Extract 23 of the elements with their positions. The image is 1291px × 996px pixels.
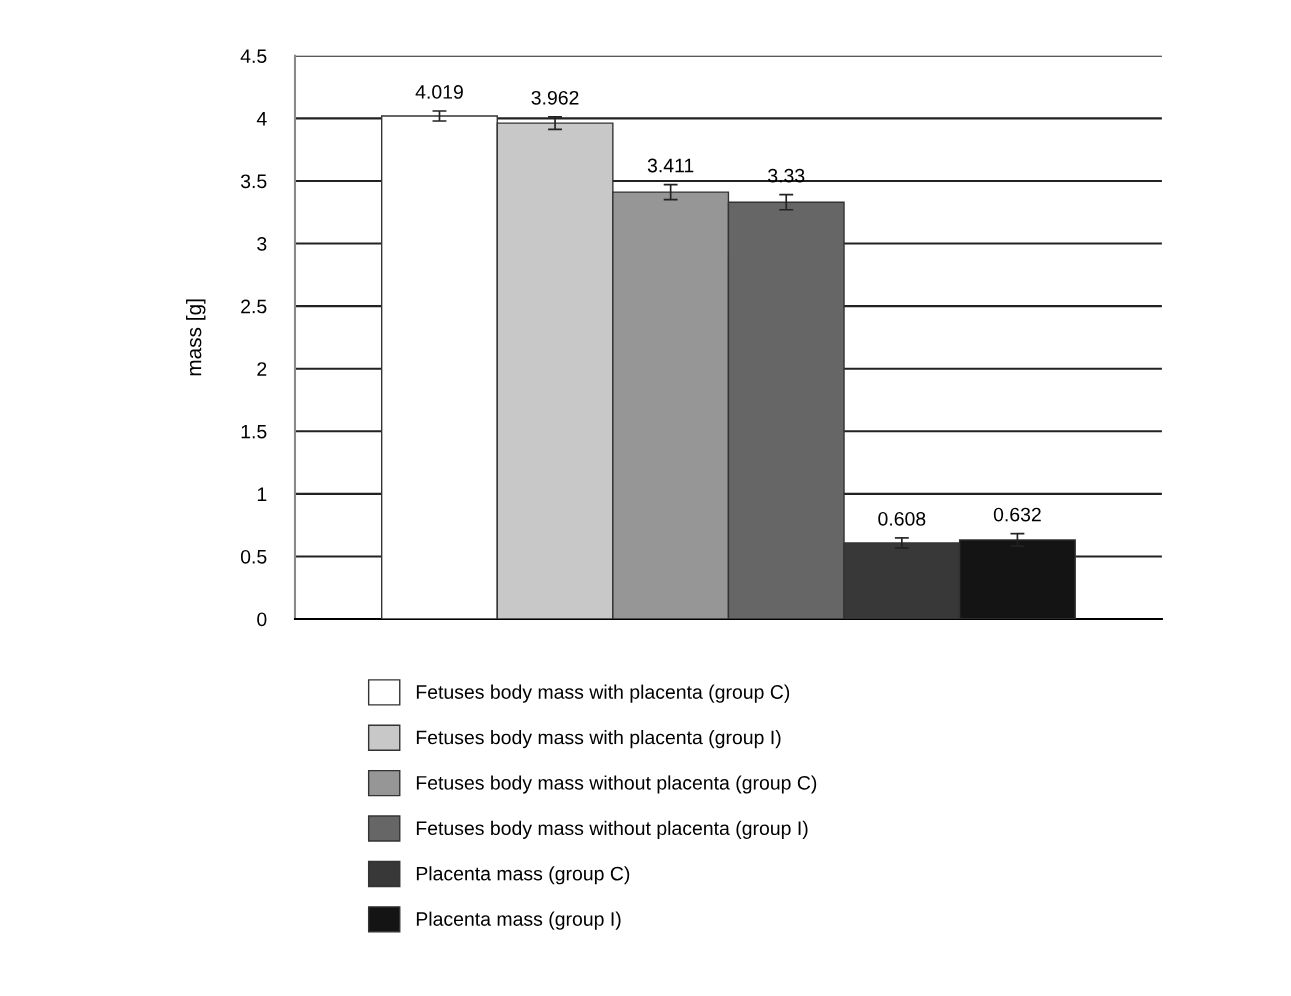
y-tick-label: 3.5 (240, 174, 267, 189)
y-tick-label: 0 (257, 612, 267, 627)
y-tick-label: 0.5 (240, 549, 267, 564)
legend-label: Fetuses body mass without placenta (group I) (416, 820, 808, 839)
y-tick-label: 1 (257, 487, 267, 501)
legend-label: Fetuses body mass without placenta (group C) (416, 775, 817, 794)
data-label: 0.608 (878, 511, 926, 526)
data-label: 3.962 (531, 90, 579, 105)
legend-label: Placenta mass (group C) (416, 866, 630, 885)
y-tick-label: 4.5 (240, 49, 267, 64)
legend-label: Fetuses body mass with placenta (group C) (416, 684, 790, 703)
y-tick-label: 2.5 (241, 299, 267, 314)
y-tick-label: 1.5 (241, 424, 267, 439)
data-label: 0.632 (993, 507, 1041, 522)
y-tick-label: 4 (256, 112, 267, 126)
y-axis-title: mass [g] (186, 299, 206, 376)
data-label: 3.411 (647, 158, 694, 173)
legend-label: Fetuses body mass with placenta (group I) (416, 730, 781, 749)
y-tick-label: 3 (257, 236, 267, 251)
data-label: 3.33 (768, 168, 805, 183)
legend-label: Placenta mass (group I) (416, 911, 621, 930)
data-label: 4.019 (415, 85, 463, 99)
y-tick-label: 2 (257, 362, 267, 376)
